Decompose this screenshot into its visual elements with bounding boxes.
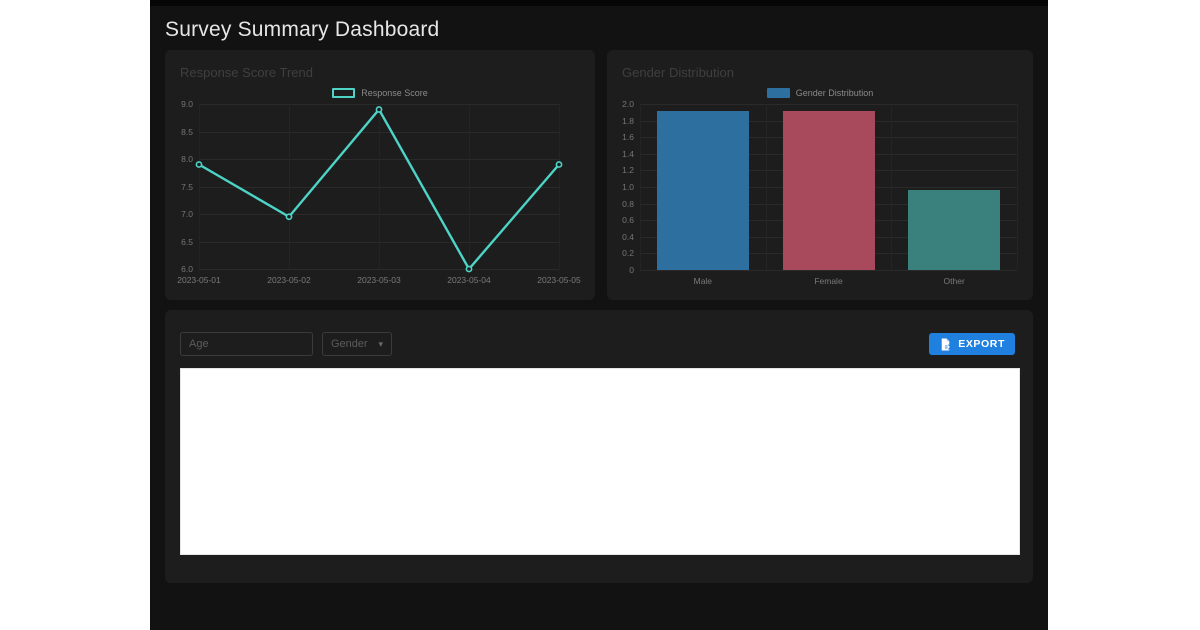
line-data-point (285, 213, 293, 221)
bar-chart-gridline (640, 270, 1017, 271)
bar-chart-gridline (891, 104, 893, 270)
line-chart-ytick-label: 6.5 (181, 236, 193, 247)
bar-chart-ytick-label: 0.8 (622, 198, 634, 209)
bar-chart-plot (640, 104, 1018, 271)
bar-chart-xtick-label: Other (943, 276, 965, 286)
line-data-point (555, 161, 563, 168)
bar-chart-gridline (765, 104, 767, 270)
file-export-icon (941, 338, 951, 350)
line-chart-ytick-label: 8.5 (181, 126, 193, 137)
bar-chart-ytick-label: 2.0 (622, 99, 634, 109)
gender-select[interactable]: Gender ▾ (322, 332, 392, 356)
line-chart-ytick-label: 7.0 (181, 209, 193, 219)
line-chart-gridline (379, 104, 380, 269)
bar-chart-ytick-label: 1.8 (622, 115, 634, 126)
gender-select-label: Gender (331, 338, 368, 350)
bar-female (782, 110, 875, 270)
bar-chart-legend[interactable]: Gender Distribution (607, 88, 1033, 98)
bar-chart-title: Gender Distribution (622, 65, 734, 80)
line-chart-title: Response Score Trend (180, 65, 313, 80)
line-chart-plot (195, 104, 563, 273)
bar-chart-gridline (640, 104, 1017, 105)
line-chart-xtick-label: 2023-05-04 (447, 275, 491, 285)
line-chart-ytick-label: 6.0 (181, 264, 193, 274)
results-table (180, 368, 1020, 555)
bar-chart-ytick-label: 0.2 (622, 248, 634, 259)
bar-chart-ytick-label: 1.0 (622, 182, 634, 192)
line-data-point (465, 265, 473, 273)
line-legend-label: Response Score (361, 88, 428, 98)
bar-chart-ytick-label: 0 (629, 265, 634, 275)
export-button-label: EXPORT (958, 338, 1005, 350)
line-data-point (195, 161, 203, 168)
dashboard-app: Survey Summary Dashboard Response Score … (150, 0, 1048, 630)
bar-chart-xtick-label: Male (693, 276, 713, 286)
line-chart-legend[interactable]: Response Score (165, 88, 595, 98)
line-chart-gridline (469, 104, 470, 269)
chevron-down-icon: ▾ (378, 338, 383, 349)
top-strip (150, 0, 1048, 6)
bar-other (908, 190, 1001, 270)
bar-chart-ytick-label: 1.4 (622, 148, 634, 159)
line-chart-xtick-label: 2023-05-02 (267, 275, 311, 285)
bar-male (656, 110, 749, 270)
bar-chart-ytick-label: 1.2 (622, 165, 634, 176)
filter-table-panel: Gender ▾ EXPORT (165, 310, 1033, 583)
bar-chart-gridline (640, 104, 641, 270)
line-chart-ytick-label: 7.5 (181, 181, 193, 192)
line-chart-gridline (199, 104, 200, 269)
line-legend-swatch-icon (332, 88, 356, 98)
gender-distribution-card: Gender Distribution Gender Distribution … (607, 50, 1033, 300)
line-chart-xtick-label: 2023-05-03 (357, 275, 401, 285)
response-score-line (195, 106, 563, 273)
line-chart-gridline (289, 104, 290, 269)
line-data-point (375, 106, 383, 113)
response-trend-card: Response Score Trend Response Score 9.0 8… (165, 50, 595, 300)
bar-legend-label: Gender Distribution (795, 88, 874, 98)
line-chart-gridline (559, 104, 560, 269)
age-input[interactable] (180, 332, 313, 356)
export-button[interactable]: EXPORT (929, 333, 1015, 355)
bar-chart-xtick-label: Female (814, 276, 843, 286)
line-chart-xtick-label: 2023-05-05 (537, 275, 581, 285)
page-title: Survey Summary Dashboard (165, 18, 440, 41)
bar-chart-ytick-label: 0.6 (622, 215, 634, 226)
bar-chart-gridline (1017, 104, 1018, 270)
line-chart-ytick-label: 9.0 (181, 99, 193, 109)
bar-chart-ytick-label: 1.6 (622, 132, 634, 143)
bar-legend-swatch-icon (766, 88, 790, 98)
line-chart-ytick-label: 8.0 (181, 154, 193, 164)
line-chart-gridline (199, 269, 559, 270)
bar-chart-ytick-label: 0.4 (622, 231, 634, 242)
line-chart-xtick-label: 2023-05-01 (177, 275, 221, 285)
